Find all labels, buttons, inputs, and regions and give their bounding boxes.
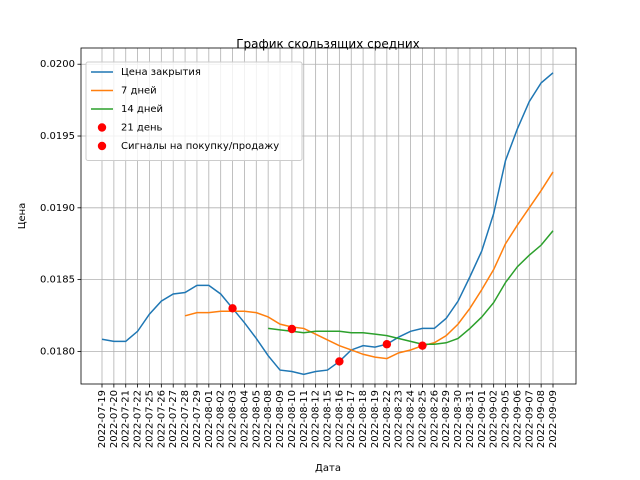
y-tick-label: 0.0185 bbox=[40, 275, 75, 286]
x-tick-label: 2022-09-07 bbox=[524, 390, 535, 448]
legend-label: Сигналы на покупку/продажу bbox=[121, 141, 279, 152]
x-tick-label: 2022-08-01 bbox=[204, 390, 215, 448]
x-tick-label: 2022-09-08 bbox=[536, 390, 547, 448]
x-tick-label: 2022-07-28 bbox=[180, 390, 191, 448]
x-tick-label: 2022-08-29 bbox=[441, 390, 452, 448]
x-tick-label: 2022-09-05 bbox=[501, 390, 512, 448]
x-tick-label: 2022-08-15 bbox=[323, 390, 334, 448]
chart-title: График скользящих средних bbox=[236, 37, 420, 51]
x-tick-label: 2022-08-04 bbox=[239, 390, 250, 448]
signal-marker bbox=[335, 357, 344, 366]
x-tick-label: 2022-07-19 bbox=[97, 390, 108, 448]
x-tick-label: 2022-07-27 bbox=[168, 390, 179, 448]
x-tick-label: 2022-08-02 bbox=[216, 390, 227, 448]
x-tick-label: 2022-07-25 bbox=[144, 390, 155, 448]
x-tick-label: 2022-08-30 bbox=[453, 390, 464, 448]
x-tick-label: 2022-08-11 bbox=[299, 390, 310, 448]
x-tick-label: 2022-07-20 bbox=[109, 390, 120, 448]
x-tick-label: 2022-08-24 bbox=[406, 390, 417, 448]
x-tick-label: 2022-08-26 bbox=[429, 390, 440, 448]
legend-box bbox=[85, 61, 303, 161]
x-tick-label: 2022-07-29 bbox=[192, 390, 203, 448]
y-tick-label: 0.0200 bbox=[40, 59, 75, 70]
x-tick-label: 2022-08-23 bbox=[394, 390, 405, 448]
x-tick-label: 2022-09-02 bbox=[489, 390, 500, 448]
y-tick-label: 0.0180 bbox=[40, 346, 75, 357]
x-tick-label: 2022-08-25 bbox=[417, 390, 428, 448]
x-tick-label: 2022-09-01 bbox=[477, 390, 488, 448]
plot-frame bbox=[80, 47, 577, 385]
x-axis-label: Дата bbox=[315, 463, 341, 474]
x-tick-label: 2022-08-09 bbox=[275, 390, 286, 448]
x-tick-label: 2022-08-31 bbox=[465, 390, 476, 448]
x-tick-label: 2022-09-06 bbox=[512, 390, 523, 448]
x-tick-label: 2022-09-09 bbox=[548, 390, 559, 448]
x-tick-label: 2022-08-18 bbox=[358, 390, 369, 448]
legend-label: 7 дней bbox=[121, 86, 157, 97]
x-tick-label: 2022-08-08 bbox=[263, 390, 274, 448]
legend-swatch bbox=[97, 123, 107, 132]
x-tick-label: 2022-08-12 bbox=[311, 390, 322, 448]
legend-swatch bbox=[97, 141, 107, 151]
legend-label: 21 день bbox=[121, 123, 163, 134]
series-line bbox=[101, 72, 554, 376]
x-tick-label: 2022-08-03 bbox=[228, 390, 239, 448]
x-tick-label: 2022-07-26 bbox=[156, 390, 167, 448]
series-line bbox=[268, 230, 554, 345]
series-line bbox=[184, 171, 554, 360]
legend: Цена закрытия 7 дней 14 дней 21 день Сигналы… bbox=[85, 61, 303, 161]
x-tick-label: 2022-08-10 bbox=[287, 390, 298, 448]
legend-label: Цена закрытия bbox=[121, 67, 201, 78]
signal-marker bbox=[382, 340, 392, 349]
x-tick-label: 2022-08-19 bbox=[370, 390, 381, 448]
x-tick-label: 2022-07-22 bbox=[133, 390, 144, 448]
y-axis-label: Цена bbox=[17, 203, 28, 230]
signal-marker bbox=[228, 304, 237, 313]
x-tick-label: 2022-08-22 bbox=[382, 390, 393, 448]
signal-marker bbox=[287, 324, 297, 334]
legend-label: 14 дней bbox=[121, 104, 163, 115]
x-tick-label: 2022-08-16 bbox=[334, 390, 345, 448]
x-tick-label: 2022-08-17 bbox=[346, 390, 357, 448]
x-tick-label: 2022-07-21 bbox=[121, 390, 132, 448]
x-tick-label: 2022-08-05 bbox=[251, 390, 262, 448]
y-tick-label: 0.0195 bbox=[40, 131, 75, 142]
y-tick-label: 0.0190 bbox=[40, 203, 75, 214]
signal-marker bbox=[418, 341, 427, 350]
